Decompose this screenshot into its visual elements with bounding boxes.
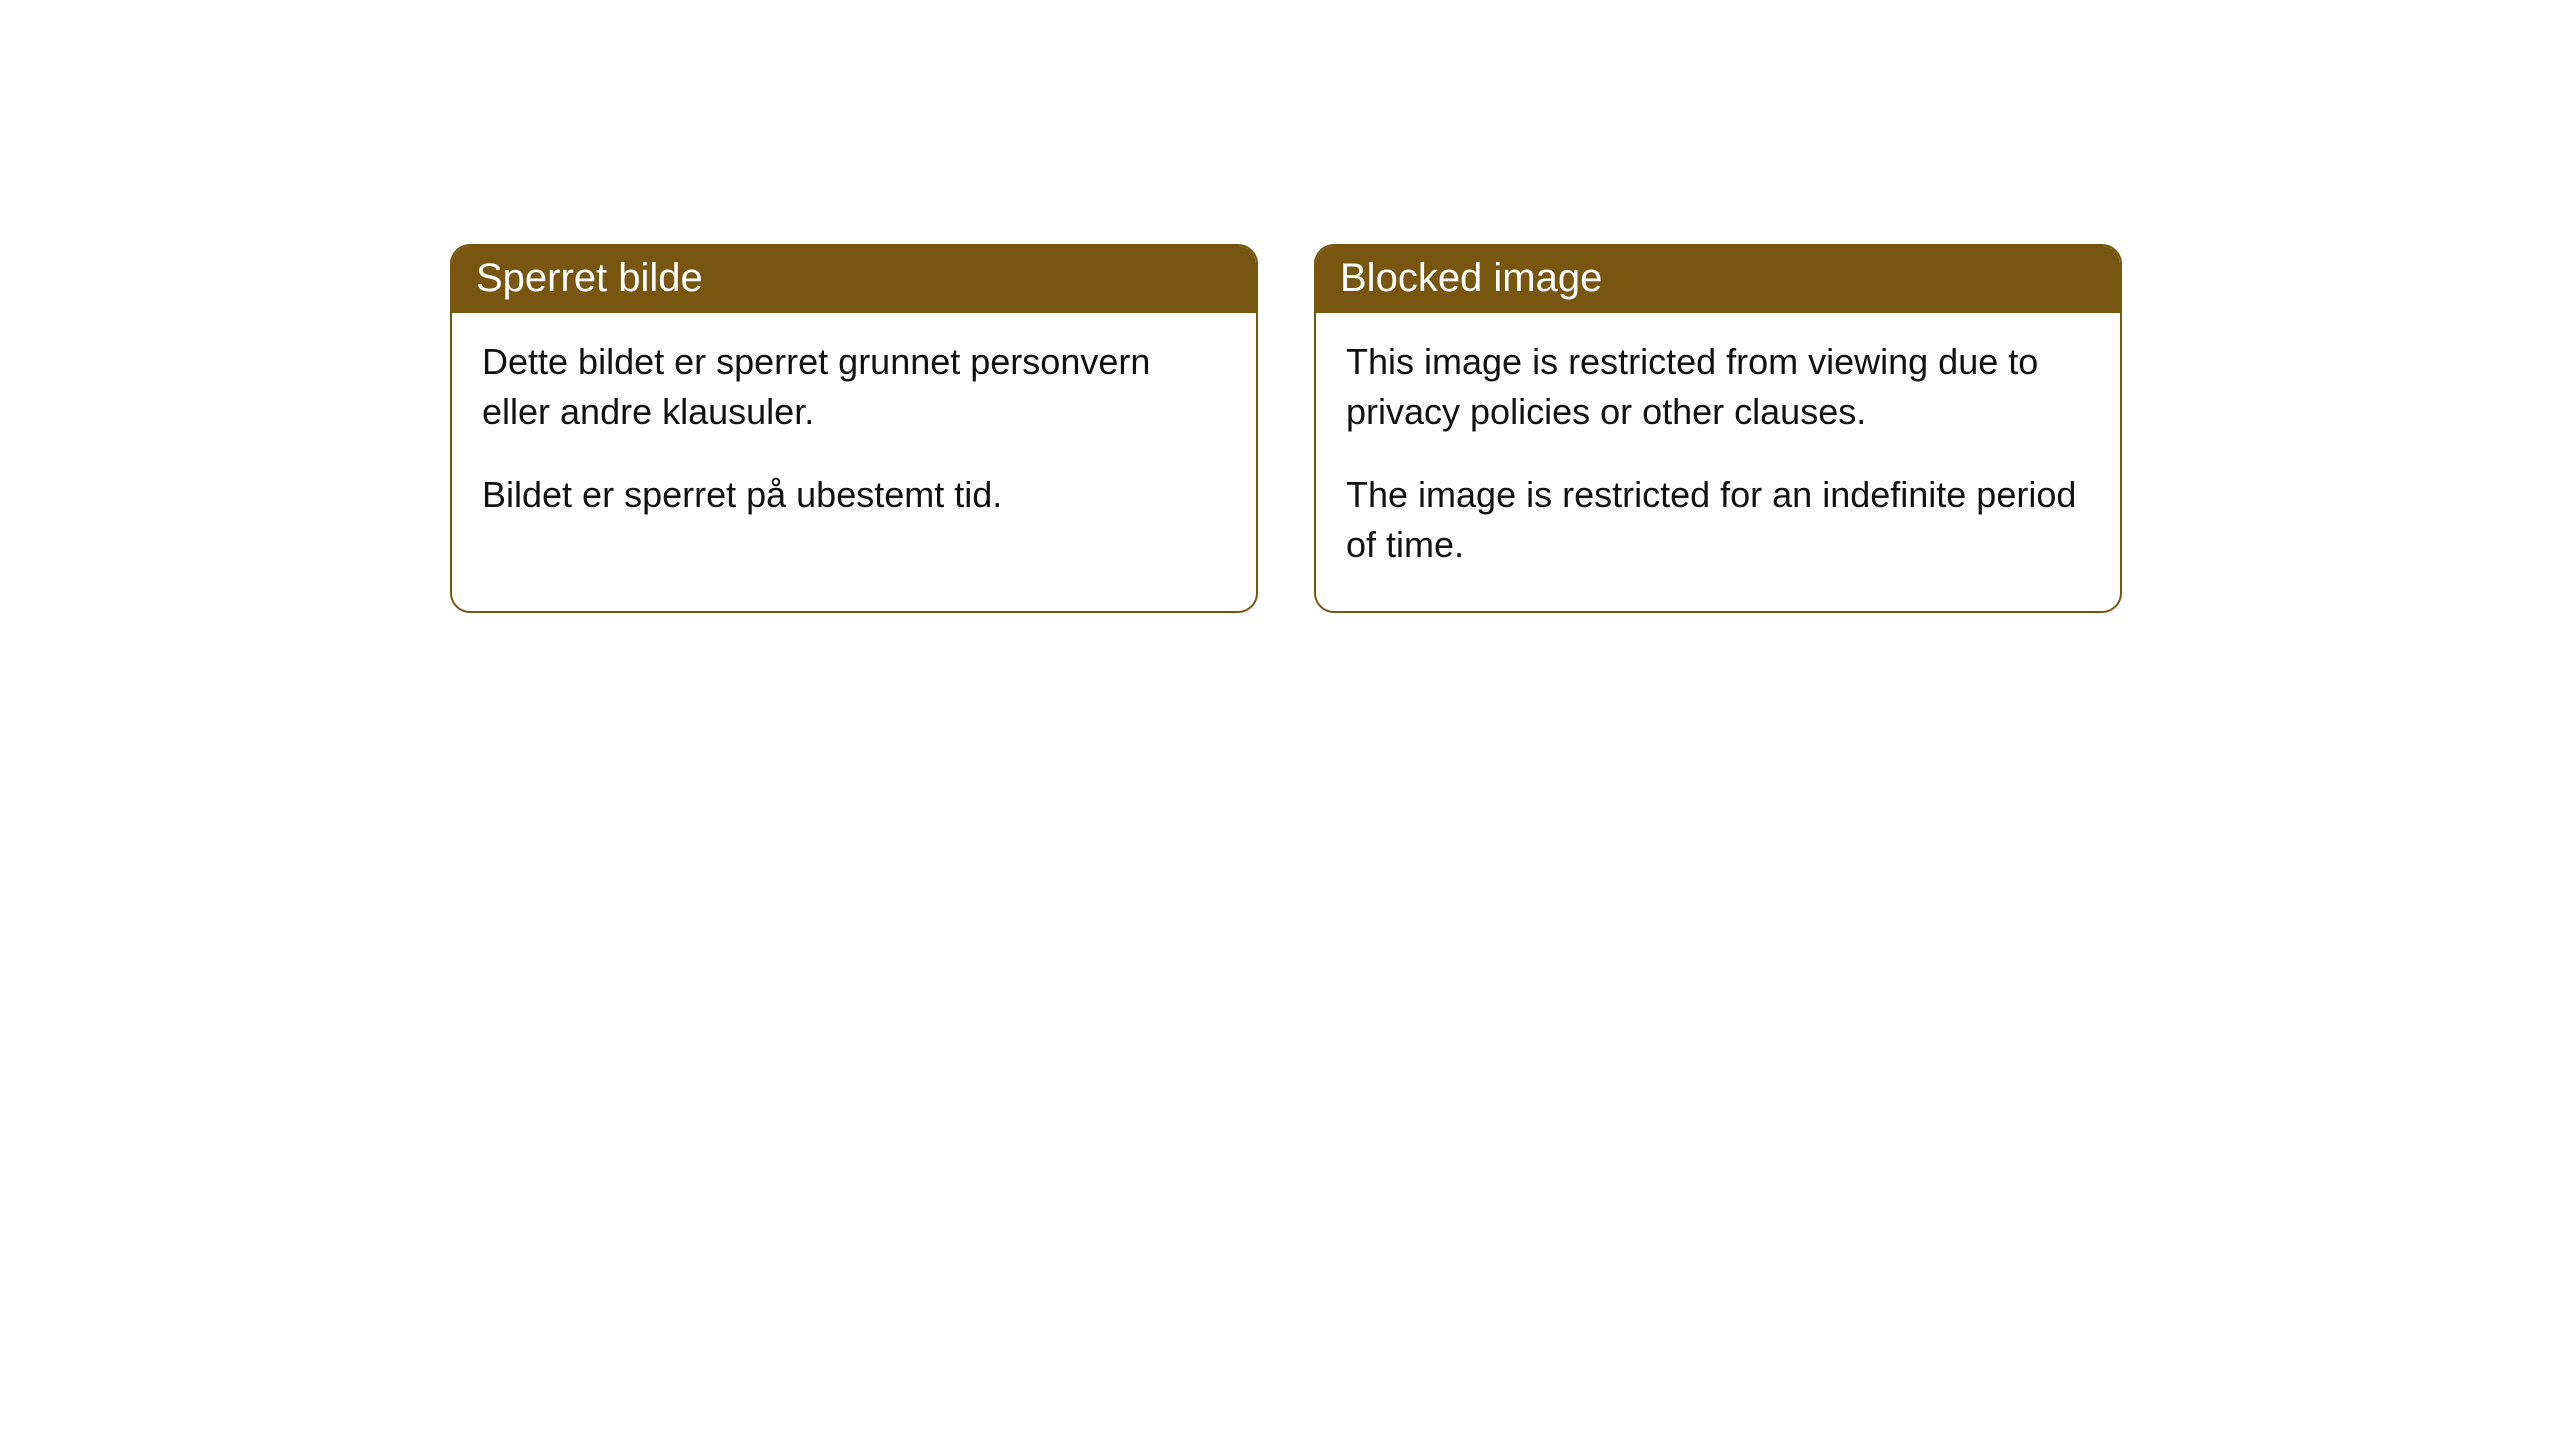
notice-card-norwegian: Sperret bilde Dette bildet er sperret gr…	[450, 244, 1258, 613]
card-body-norwegian: Dette bildet er sperret grunnet personve…	[452, 313, 1256, 560]
notice-text-norwegian-2: Bildet er sperret på ubestemt tid.	[482, 470, 1226, 520]
card-body-english: This image is restricted from viewing du…	[1316, 313, 2120, 611]
notice-text-norwegian-1: Dette bildet er sperret grunnet personve…	[482, 337, 1226, 438]
notice-card-english: Blocked image This image is restricted f…	[1314, 244, 2122, 613]
card-header-norwegian: Sperret bilde	[452, 246, 1256, 313]
card-header-english: Blocked image	[1316, 246, 2120, 313]
notice-text-english-1: This image is restricted from viewing du…	[1346, 337, 2090, 438]
notice-text-english-2: The image is restricted for an indefinit…	[1346, 470, 2090, 571]
notice-container: Sperret bilde Dette bildet er sperret gr…	[450, 244, 2122, 613]
